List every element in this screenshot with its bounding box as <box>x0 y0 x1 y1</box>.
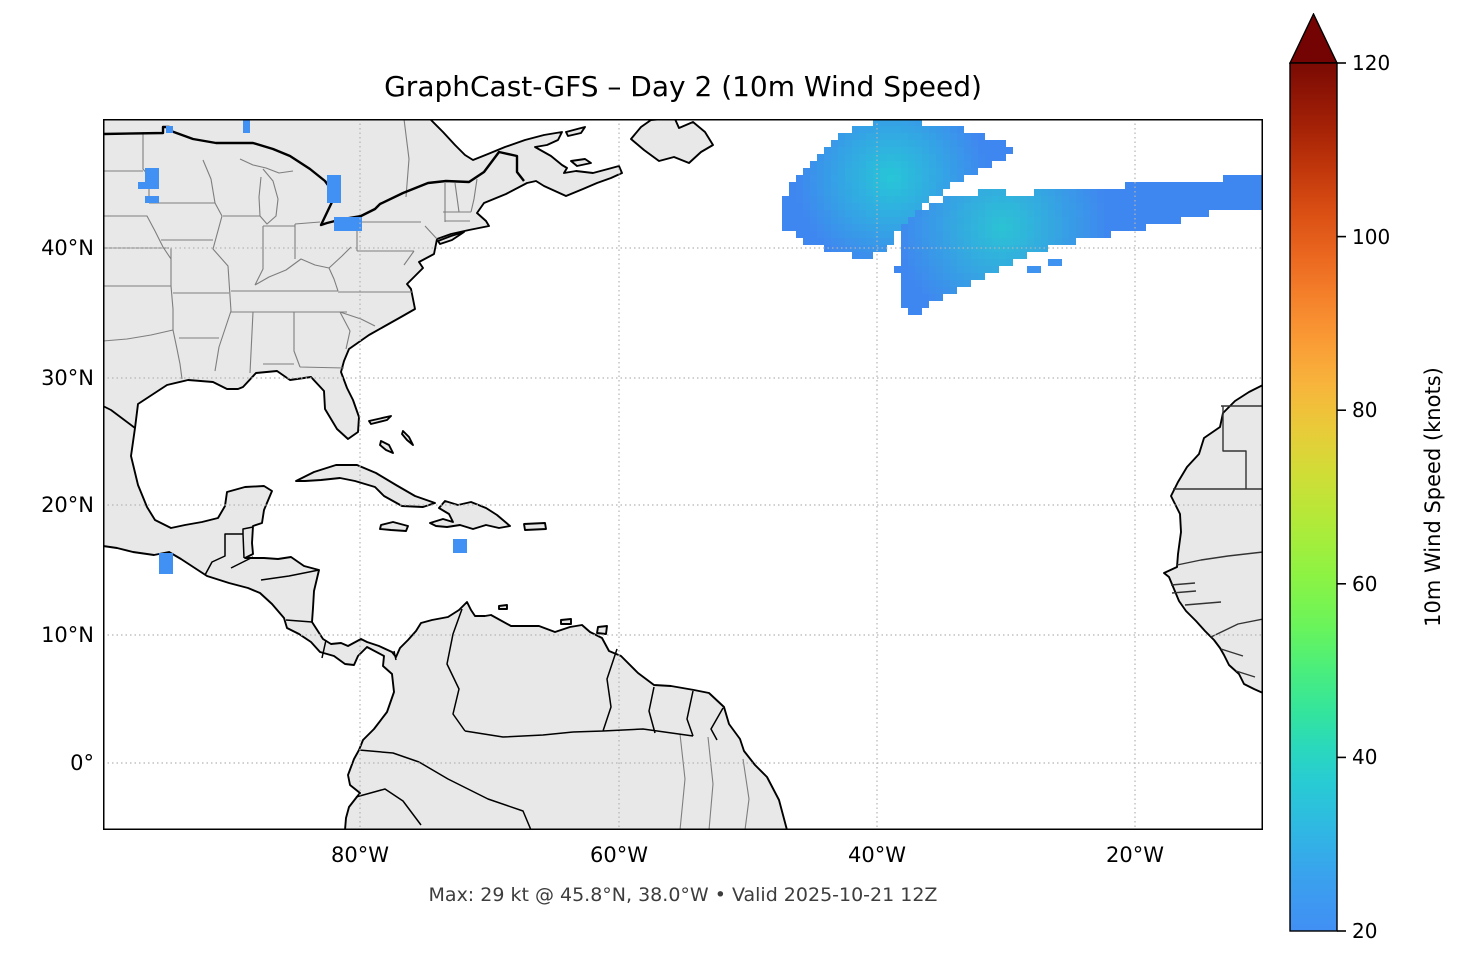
puerto-rico <box>523 522 547 531</box>
prince-edward-island <box>570 158 592 167</box>
wind-region-hispaniola-south-patch <box>453 539 467 553</box>
bahamas-eleuthera <box>401 430 414 446</box>
africa-borders <box>1170 405 1264 678</box>
cuba <box>295 464 436 508</box>
wind-region-minnesota-patch-1 <box>145 168 159 189</box>
trinidad <box>596 625 608 635</box>
anticosti-island <box>565 126 586 137</box>
colorbar-axis-label: 10m Wind Speed (knots) <box>1421 367 1445 627</box>
land-layer <box>102 118 1264 831</box>
bahamas-grand-bahama <box>368 415 392 425</box>
country-borders-layer <box>102 125 1264 831</box>
wind-region-border-patch-2 <box>243 119 250 133</box>
cbar-tick-80: 80 <box>1352 398 1378 422</box>
wind-region-border-patch-1 <box>166 126 173 133</box>
south-america-borders <box>355 608 724 831</box>
curacao <box>498 604 508 610</box>
colorbar-extend-arrow <box>1289 13 1339 64</box>
us-mexico-border <box>102 405 136 429</box>
colorbar-gradient-bar <box>1289 62 1338 932</box>
margarita <box>560 618 572 625</box>
bahamas-andros <box>379 440 394 454</box>
wind-region-atlantic-fragment-1 <box>1027 266 1041 273</box>
cbar-tick-20: 20 <box>1352 919 1378 943</box>
lon-tick-80w: 80°W <box>331 843 389 867</box>
hispaniola <box>429 500 511 530</box>
colorbar <box>1289 13 1346 932</box>
colorbar-tick-marks <box>1337 62 1346 932</box>
cbar-tick-120: 120 <box>1352 51 1391 75</box>
max-and-valid-caption: Max: 29 kt @ 45.8°N, 38.0°W • Valid 2025… <box>428 884 938 906</box>
lat-tick-30n: 30°N <box>41 366 94 390</box>
wind-region-minnesota-patch-3 <box>145 196 159 203</box>
long-island <box>437 231 465 245</box>
wind-region-tehuantepec-patch <box>159 553 173 574</box>
jamaica <box>379 521 409 532</box>
wind-region-atlantic-lower-band <box>894 175 1265 315</box>
wind-region-lake-michigan-patch <box>327 175 341 203</box>
us-canada-border <box>102 125 525 227</box>
wind-region-minnesota-patch-2 <box>138 182 145 189</box>
lat-tick-10n: 10°N <box>41 623 94 647</box>
lon-tick-40w: 40°W <box>848 843 906 867</box>
wind-region-lake-erie-patch <box>334 217 362 231</box>
cbar-tick-60: 60 <box>1352 572 1378 596</box>
west-africa <box>1163 384 1264 694</box>
lat-tick-20n: 20°N <box>41 493 94 517</box>
brazil-state-borders <box>679 733 750 831</box>
map-canvas <box>101 117 1265 832</box>
graticule <box>103 119 1263 830</box>
lat-tick-0: 0° <box>70 751 94 775</box>
wind-region-atlantic-fragment-2 <box>1048 259 1062 266</box>
plot-title: GraphCast-GFS – Day 2 (10m Wind Speed) <box>384 70 982 103</box>
central-america-borders <box>204 526 397 661</box>
cbar-tick-40: 40 <box>1352 745 1378 769</box>
mainland-americas <box>102 118 788 831</box>
map-axes <box>101 117 1265 832</box>
lon-tick-60w: 60°W <box>590 843 648 867</box>
cbar-tick-100: 100 <box>1352 225 1391 249</box>
lat-tick-40n: 40°N <box>41 236 94 260</box>
lon-tick-20w: 20°W <box>1106 843 1164 867</box>
